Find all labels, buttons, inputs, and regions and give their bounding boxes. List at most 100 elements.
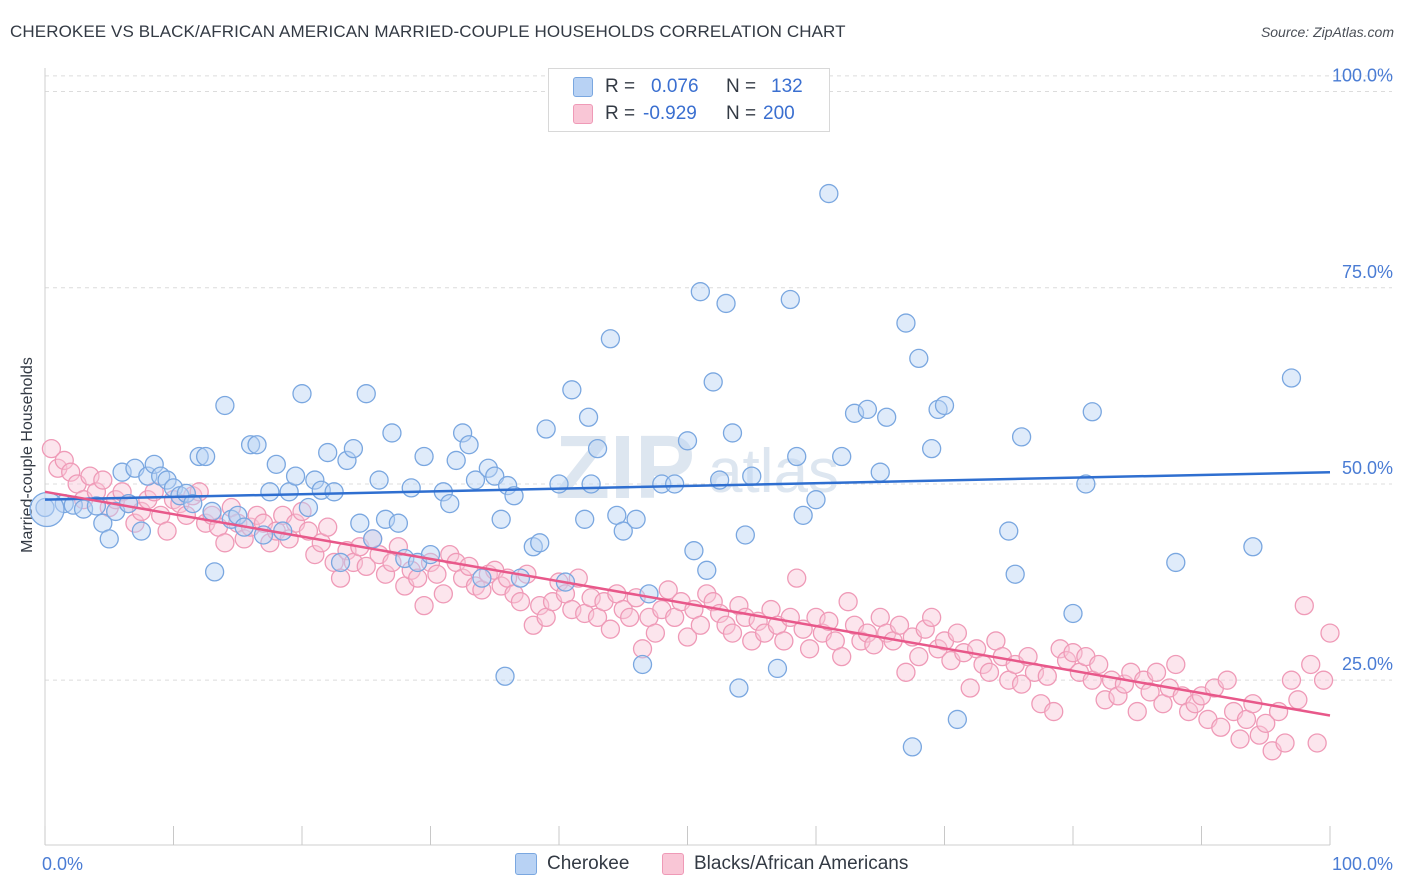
blacks-legend-label: Blacks/African Americans (694, 853, 909, 874)
blacks-point (774, 631, 794, 651)
cherokee-point (195, 446, 216, 467)
x-tick-labels: 0.0% 100.0% (42, 854, 1393, 874)
legend-n-value: 200 (763, 103, 795, 124)
cherokee-point (452, 423, 473, 443)
cherokee-point (1076, 474, 1096, 494)
cherokee-point (363, 529, 383, 549)
cherokee-point (530, 533, 550, 553)
blacks-point (1249, 725, 1269, 745)
cherokee-point (485, 466, 505, 486)
cherokee-point (562, 380, 582, 400)
blacks-point (427, 564, 447, 584)
blacks-point (407, 568, 428, 588)
cherokee-point (549, 474, 569, 494)
cherokee-point (298, 497, 319, 518)
cherokee-point (491, 509, 511, 529)
cherokee-point (578, 407, 599, 427)
blacks-point (215, 533, 235, 553)
cherokee-point (767, 658, 788, 679)
cherokee-legend-label: Cherokee (547, 853, 630, 874)
blacks-point (799, 639, 820, 659)
blacks-point (1044, 701, 1064, 722)
cherokee-point (324, 482, 344, 502)
watermark: ZIP atlas (555, 418, 839, 518)
cherokee-point (1005, 564, 1025, 584)
cherokee-point (189, 446, 209, 467)
cherokee-point (285, 466, 306, 486)
cherokee-point (446, 450, 466, 471)
blacks-point (375, 564, 396, 584)
blacks-point (414, 595, 434, 616)
blacks-point (1313, 670, 1334, 690)
blacks-point (388, 537, 409, 557)
blacks-point (440, 544, 460, 565)
blacks-point (510, 592, 531, 612)
cherokee-point (330, 552, 351, 573)
cherokee-point (632, 654, 653, 675)
cherokee-point (215, 395, 235, 416)
blacks-point (1307, 733, 1327, 753)
cherokee-point (1243, 537, 1263, 557)
blacks-point (658, 580, 678, 600)
cherokee-point (472, 568, 492, 588)
cherokee-point (697, 560, 717, 580)
watermark-zip: ZIP (555, 418, 695, 518)
blacks-point (896, 662, 916, 682)
cherokee-point (356, 384, 376, 404)
blacks-point (819, 611, 839, 631)
cherokee-point (240, 435, 261, 455)
cherokee-point (388, 513, 409, 533)
cherokee-point (414, 446, 434, 467)
cherokee-point (793, 505, 813, 526)
cherokee-point (504, 486, 524, 506)
blacks-point (61, 462, 81, 482)
cherokee-point (729, 678, 749, 698)
cherokee-point (1166, 552, 1186, 573)
blacks-point (401, 560, 421, 580)
blacks-point (947, 623, 967, 643)
cherokee-point (877, 407, 897, 427)
cherokee-swatch (573, 77, 593, 97)
series-cherokee (29, 183, 1302, 757)
blacks-point (838, 592, 858, 612)
cherokee-point (440, 493, 460, 514)
cherokee-point (703, 372, 723, 392)
cherokee-point (587, 439, 608, 459)
source-label: Source: ZipAtlas.com (1260, 24, 1394, 40)
blacks-point (1179, 701, 1199, 722)
blacks-point (330, 568, 351, 588)
y-tick-labels: 25.0% 50.0% 75.0% 100.0% (1332, 66, 1393, 675)
cherokee-point (369, 470, 389, 490)
cherokee-point (337, 450, 357, 471)
blacks-point (1011, 674, 1032, 694)
blacks-point (305, 544, 325, 565)
blacks-point (1166, 654, 1186, 675)
blacks-point (716, 615, 736, 635)
blacks-point (960, 678, 980, 698)
legend-r-label: R = (605, 76, 636, 97)
cherokee-point (478, 458, 498, 478)
stats-legend: R = 0.076 N = 132 R = -0.929 N = 200 (548, 68, 830, 132)
blacks-point (690, 615, 710, 635)
cherokee-point (806, 490, 826, 510)
cherokee-point (613, 521, 633, 541)
blacks-point (1146, 662, 1167, 682)
blacks-point (979, 662, 1000, 682)
blacks-point (632, 639, 653, 659)
cherokee-point (722, 423, 743, 443)
cherokee-point (639, 584, 659, 604)
cherokee-point (343, 439, 364, 459)
blacks-point (54, 450, 74, 471)
cherokee-point (350, 513, 370, 533)
watermark-atlas: atlas (708, 437, 839, 506)
blacks-point (1127, 701, 1147, 722)
cherokee-point (183, 493, 203, 514)
legend-r-value: 0.076 (651, 76, 699, 97)
cherokee-point (742, 466, 762, 486)
cherokee-point (382, 423, 402, 443)
blacks-point (260, 533, 280, 553)
cherokee-point (401, 478, 421, 498)
blacks-point (125, 513, 145, 533)
blacks-point (1037, 666, 1057, 686)
blacks-point (1211, 717, 1231, 737)
